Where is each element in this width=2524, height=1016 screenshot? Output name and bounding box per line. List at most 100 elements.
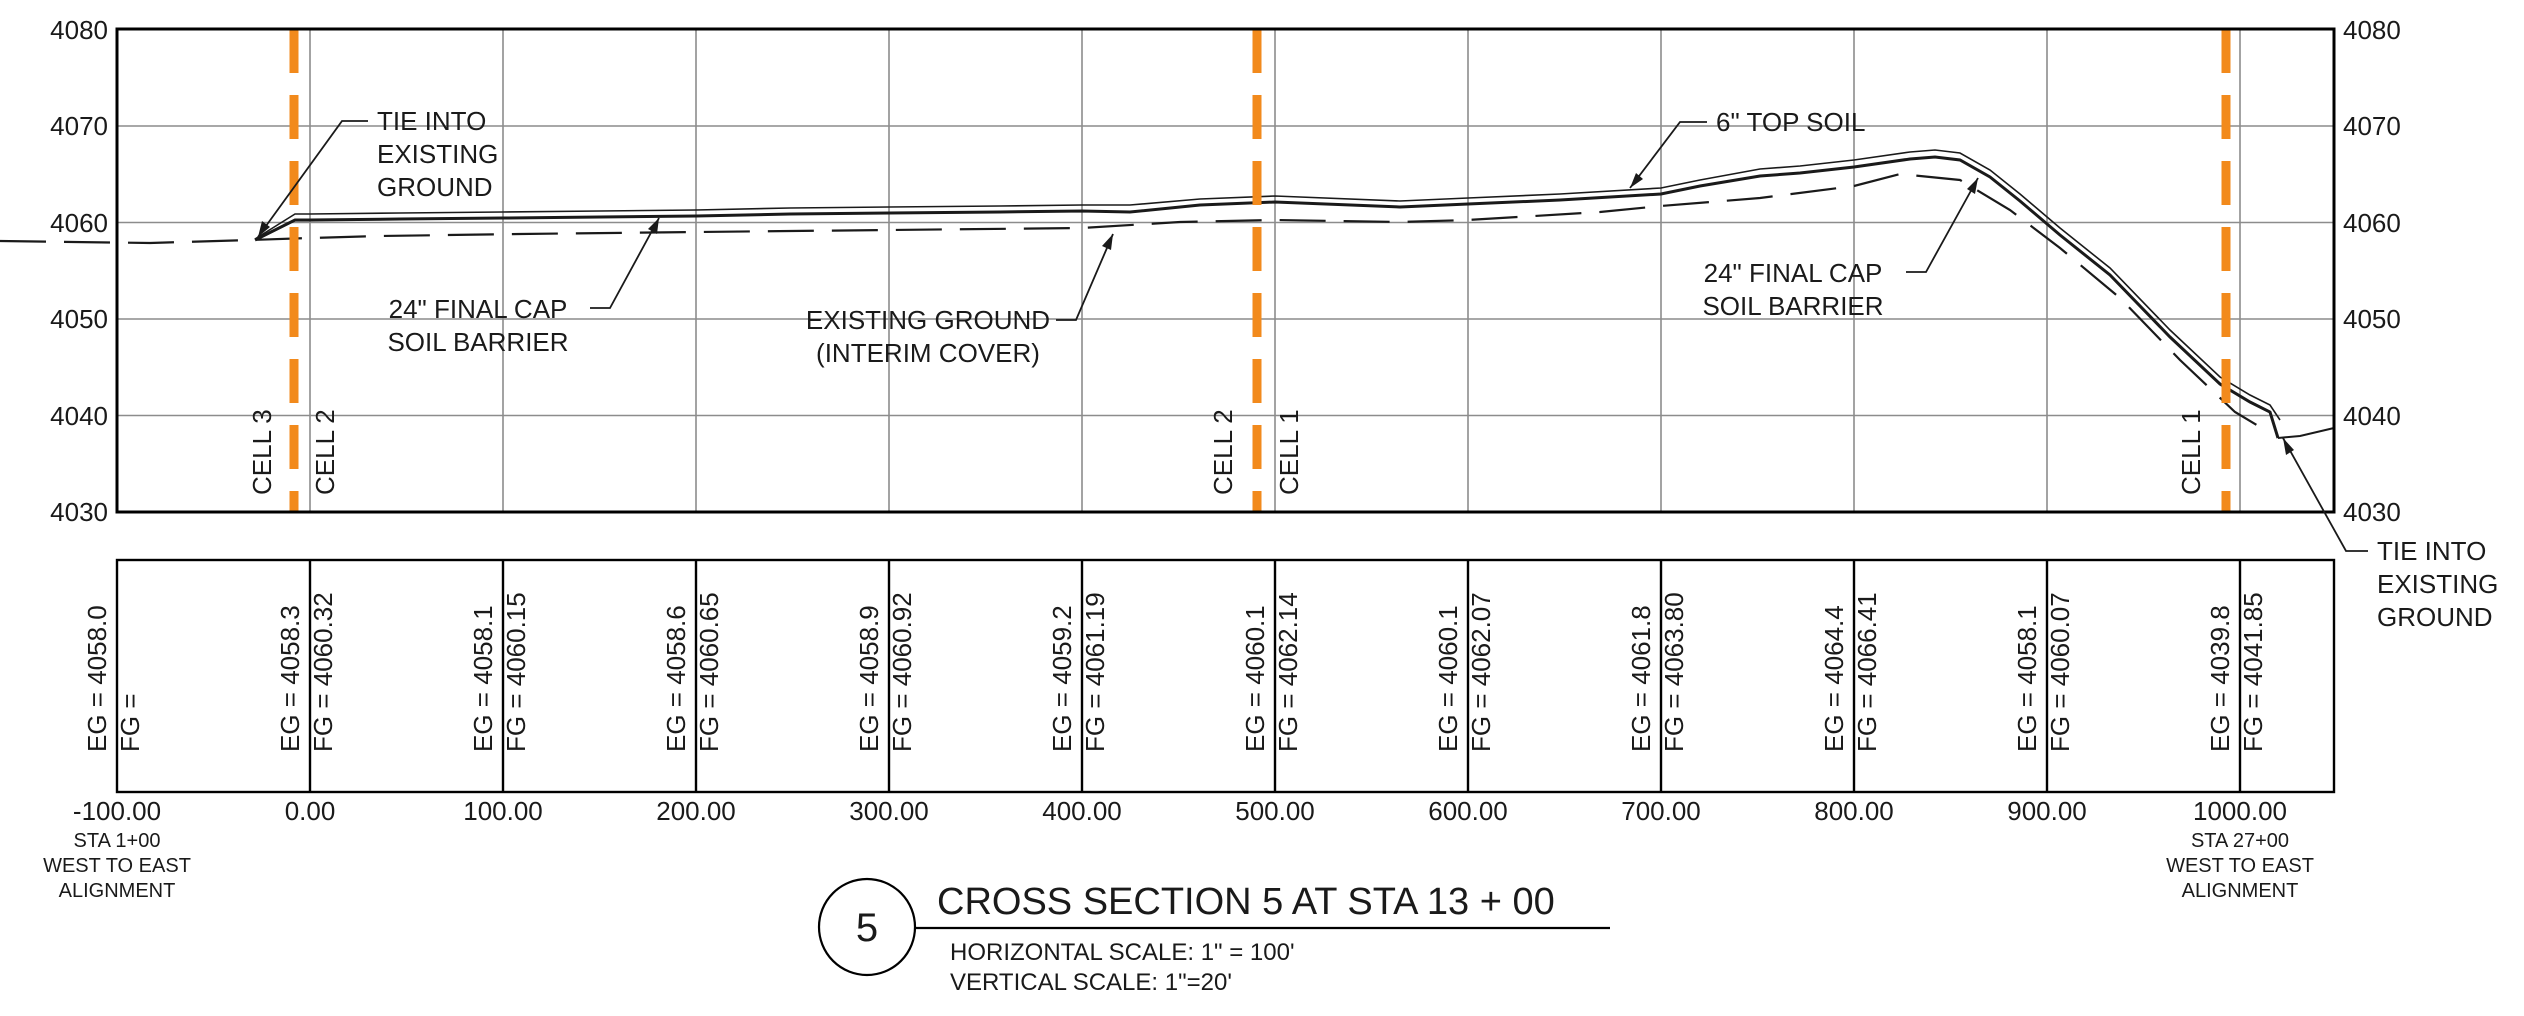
elevation-tick-label: 4050 [2343,304,2401,334]
table-fg-value: FG = 4063.80 [1659,592,1689,752]
station-tick-label: 800.00 [1814,796,1894,826]
elevation-tick-label: 4040 [2343,401,2401,431]
table-eg-value: EG = 4058.6 [661,605,691,752]
station-note-line: WEST TO EAST [43,855,191,877]
elevation-tick-label: 4070 [2343,111,2401,141]
annotation-text: 24" FINAL CAP [1704,258,1883,288]
leader-line [2282,437,2368,552]
table-fg-value: FG = 4062.07 [1466,592,1496,752]
station-tick-label: 200.00 [656,796,736,826]
table-fg-value: FG = 4060.15 [501,592,531,752]
elevation-tick-label: 4050 [50,304,108,334]
horizontal-scale: HORIZONTAL SCALE: 1" = 100' [950,939,1295,966]
annotation-tie-left: TIE INTO EXISTING GROUND [257,106,498,238]
annotation-text: SOIL BARRIER [387,327,568,357]
annotation-text: EXISTING [2377,569,2498,599]
table-eg-value: EG = 4060.1 [1240,605,1270,752]
annotation-text: SOIL BARRIER [1702,291,1883,321]
station-note-left: STA 1+00 WEST TO EAST ALIGNMENT [43,830,191,902]
table-fg-value: FG = 4066.41 [1852,592,1882,752]
table-eg-value: EG = 4059.2 [1047,605,1077,752]
annotation-text: 6" TOP SOIL [1716,107,1865,137]
elevation-tick-label: 4040 [50,401,108,431]
table-fg-value: FG = 4060.65 [694,592,724,752]
annotation-text: GROUND [377,172,493,202]
leader-arrowhead [1967,178,1978,194]
leader-line [590,217,660,309]
table-eg-value: EG = 4058.1 [468,605,498,752]
elevation-tick-label: 4060 [2343,208,2401,238]
annotation-text: (INTERIM COVER) [816,338,1040,368]
table-frame [115,558,2336,794]
station-tick-label: 300.00 [849,796,929,826]
profile-grid [117,29,2334,512]
station-note-line: WEST TO EAST [2166,855,2314,877]
table-fg-value: FG = 4062.14 [1273,592,1303,752]
section-number: 5 [856,906,878,950]
table-fg-value: FG = 4060.92 [887,592,917,752]
final-grade-top [254,149,2281,421]
final-grade-bottom [254,155,2280,439]
section-title: CROSS SECTION 5 AT STA 13 + 00 [937,881,1555,923]
table-eg-value: EG = 4064.4 [1819,605,1849,752]
station-note-line: ALIGNMENT [2182,880,2299,902]
elevation-tick-label: 4080 [50,15,108,45]
cell-label: CELL 2 [310,409,340,495]
station-axis: -100.00 0.00 100.00 200.00 300.00 400.00… [73,796,2287,826]
cell-label: CELL 1 [1274,409,1304,495]
station-tick-label: 1000.00 [2193,796,2287,826]
table-eg-value: EG = 4039.8 [2205,605,2235,752]
table-fg-value: FG = [115,693,145,752]
annotation-text: GROUND [2377,602,2493,632]
elevation-tick-label: 4070 [50,111,108,141]
elevation-tick-label: 4060 [50,208,108,238]
table-eg-value: EG = 4058.9 [854,605,884,752]
elevation-tick-label: 4030 [2343,497,2401,527]
station-note-line: STA 27+00 [2191,830,2289,852]
vertical-scale: VERTICAL SCALE: 1"=20' [950,969,1232,996]
cell-label: CELL 2 [1208,409,1238,495]
elevation-axis-right: 4080 4070 4060 4050 4040 4030 [2343,15,2401,527]
station-tick-label: 0.00 [285,796,336,826]
annotation-text: TIE INTO [2377,536,2486,566]
table-fg-value: FG = 4061.19 [1080,592,1110,752]
leader-arrowhead [258,221,270,237]
table-fg-value: FG = 4060.07 [2045,592,2075,752]
elevation-table: EG = 4058.0 FG = EG = 4058.3 FG = 4060.3… [82,558,2336,794]
leader-line [1906,177,1979,273]
annotation-top-soil: 6" TOP SOIL [1629,107,1865,189]
table-eg-value: EG = 4058.1 [2012,605,2042,752]
leader-arrowhead [648,218,659,234]
station-note-line: STA 1+00 [74,830,161,852]
table-fg-value: FG = 4060.32 [308,592,338,752]
station-note-line: ALIGNMENT [59,880,176,902]
cell-label: CELL 3 [247,409,277,495]
annotation-text: 24" FINAL CAP [389,294,568,324]
station-tick-label: -100.00 [73,796,161,826]
table-fg-value: FG = 4041.85 [2238,592,2268,752]
leader-line [257,120,368,238]
station-tick-label: 500.00 [1235,796,1315,826]
leader-arrowhead [2283,438,2294,455]
elevation-tick-label: 4030 [50,497,108,527]
table-eg-value: EG = 4060.1 [1433,605,1463,752]
station-tick-label: 900.00 [2007,796,2087,826]
existing-ground-profile [0,172,2266,431]
leader-line [1629,121,1707,189]
leader-arrowhead [1102,234,1113,250]
annotation-text: EXISTING GROUND [806,305,1050,335]
section-title-block: 5 CROSS SECTION 5 AT STA 13 + 00 HORIZON… [817,877,1610,996]
existing-ground-tie-right [2277,427,2335,439]
station-tick-label: 700.00 [1621,796,1701,826]
table-eg-value: EG = 4058.3 [275,605,305,752]
annotation-existing-ground: EXISTING GROUND (INTERIM COVER) [806,233,1114,368]
annotation-cap-right: 24" FINAL CAP SOIL BARRIER [1702,177,1979,321]
table-eg-value: EG = 4061.8 [1626,605,1656,752]
station-tick-label: 100.00 [463,796,543,826]
elevation-tick-label: 4080 [2343,15,2401,45]
elevation-axis-left: 4080 4070 4060 4050 4040 4030 [50,15,108,527]
profile-frame [115,27,2336,514]
cell-label: CELL 1 [2176,409,2206,495]
station-tick-label: 400.00 [1042,796,1122,826]
